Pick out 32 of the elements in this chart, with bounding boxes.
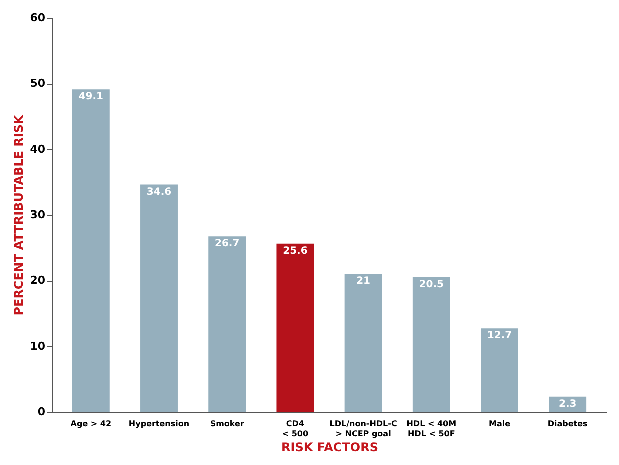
x-tick-label: CD4 < 500 (282, 420, 309, 438)
data-label: 21 (356, 276, 371, 288)
y-tick-label: 20 (30, 274, 46, 288)
y-axis-title: PERCENT ATTRIBUTABLE RISK (12, 114, 26, 316)
bar (72, 90, 110, 412)
bar (412, 277, 450, 412)
y-tick-label: 40 (30, 142, 46, 156)
x-tick-label: HDL < 40M HDL < 50F (406, 420, 457, 438)
y-tick-label: 60 (30, 12, 46, 24)
y-tick-label: 0 (38, 406, 46, 418)
x-tick-label: Age > 42 (70, 420, 112, 428)
data-label: 2.3 (558, 398, 577, 410)
x-tick-label: Smoker (210, 420, 244, 428)
bar (140, 184, 178, 412)
y-tick-label: 30 (30, 208, 46, 222)
data-label: 25.6 (283, 246, 308, 257)
x-tick-label: LDL/non-HDL-C > NCEP goal (330, 420, 398, 438)
x-tick-label: Diabetes (548, 420, 588, 428)
x-axis-title: RISK FACTORS (281, 440, 379, 454)
data-label: 12.7 (487, 330, 512, 342)
y-tick-label: 10 (30, 340, 46, 353)
x-tick-label: Male (488, 420, 512, 428)
bar (208, 236, 246, 412)
y-tick-label: 50 (30, 77, 46, 90)
data-label: 20.5 (419, 279, 444, 290)
bar (481, 328, 518, 412)
data-label: 34.6 (146, 186, 172, 198)
data-label: 49.1 (78, 92, 104, 103)
x-tick-label: Hypertension (128, 420, 190, 428)
data-label: 26.7 (215, 238, 240, 250)
bar (276, 244, 314, 412)
bar (344, 274, 382, 412)
